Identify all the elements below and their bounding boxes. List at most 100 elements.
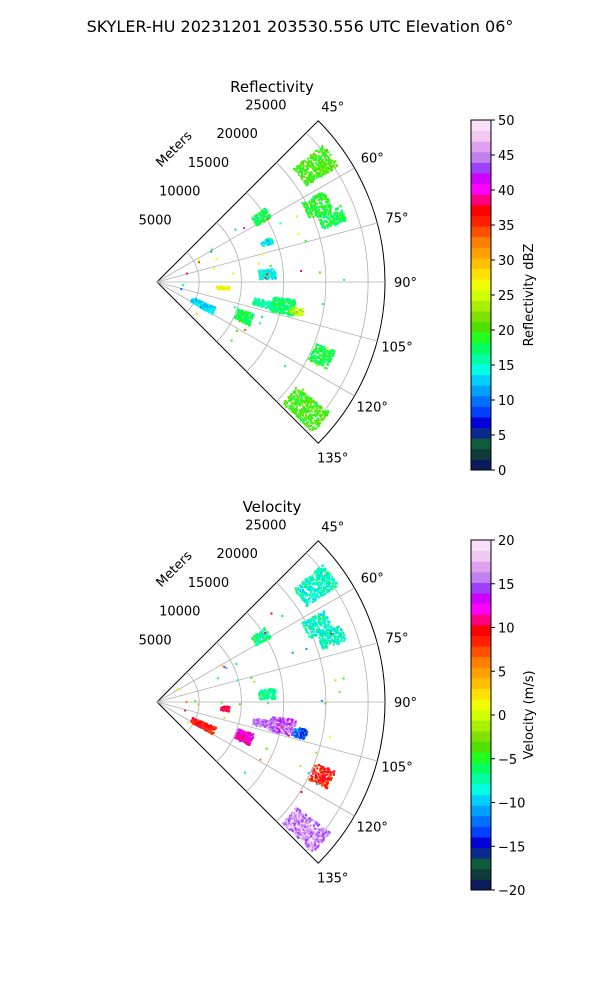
echo-gate (241, 739, 244, 742)
echo-gate (305, 814, 308, 817)
echo-gate (272, 298, 275, 301)
colorbar-label: Velocity (m/s) (522, 670, 537, 759)
echo-gate (272, 307, 275, 310)
colorbar-tick-label: 15 (498, 578, 515, 593)
echo-gate (321, 580, 324, 583)
echo-gate (321, 774, 324, 777)
echo-gate (325, 576, 328, 579)
isolated-gate (280, 725, 283, 728)
echo-gate (302, 410, 305, 413)
echo-gate (328, 581, 331, 584)
echo-gate (208, 309, 211, 312)
echo-gate (313, 846, 316, 849)
echo-gate (299, 417, 302, 420)
echo-gate (314, 427, 317, 430)
echo-gate (322, 590, 325, 593)
echo-gate (310, 586, 313, 589)
echo-gate (271, 694, 274, 697)
echo-gate (272, 310, 275, 313)
echo-gate (319, 582, 322, 585)
echo-gate (301, 413, 304, 416)
echo-gate (267, 688, 270, 691)
isolated-gate (259, 322, 262, 325)
echo-gate (326, 585, 329, 587)
echo-gate (272, 730, 275, 733)
echo-gate (208, 728, 211, 731)
echo-gate (321, 771, 324, 774)
echo-gate (312, 772, 315, 775)
echo-gate (316, 360, 319, 363)
echo-gate (320, 770, 323, 773)
echo-gate (290, 312, 293, 315)
echo-gate (274, 723, 277, 725)
echo-gate (292, 397, 295, 400)
echo-gate (294, 389, 297, 392)
echo-gate (249, 320, 252, 323)
echo-gate (311, 410, 313, 413)
echo-gate (304, 734, 307, 737)
echo-gate (306, 205, 309, 208)
echo-gate (261, 219, 264, 221)
echo-gate (317, 150, 320, 153)
echo-gate (322, 766, 325, 768)
echo-gate (311, 429, 314, 432)
echo-gate (258, 303, 261, 306)
echo-gate (279, 300, 282, 303)
echo-gate (322, 622, 325, 625)
echo-gate (328, 577, 331, 580)
echo-gate (246, 317, 249, 320)
echo-gate (318, 414, 321, 417)
echo-gate (299, 414, 302, 417)
echo-gate (306, 631, 309, 634)
echo-gate (309, 399, 312, 401)
echo-gate (306, 403, 309, 406)
echo-gate (318, 569, 321, 572)
echo-gate (300, 399, 302, 402)
echo-gate (310, 421, 313, 424)
echo-gate (279, 722, 282, 725)
echo-gate (311, 200, 314, 203)
echo-gate (325, 645, 328, 648)
echo-gate (287, 820, 290, 823)
echo-gate (303, 597, 306, 600)
echo-gate (328, 222, 331, 225)
echo-gate (295, 407, 298, 410)
echo-gate (318, 411, 321, 414)
panel-velocity: Velocity500010000150002000025000Meters45… (139, 498, 537, 899)
echo-gate (309, 165, 312, 168)
echo-gate (332, 160, 335, 163)
echo-gate (307, 415, 310, 418)
echo-gate (316, 837, 319, 840)
echo-gate (198, 303, 201, 306)
echo-gate (311, 204, 314, 207)
echo-gate (302, 623, 305, 626)
echo-gate (267, 303, 270, 306)
echo-gate (220, 285, 223, 288)
echo-gate (262, 220, 265, 223)
echo-gate (313, 620, 316, 623)
echo-gate (275, 299, 278, 302)
echo-gate (228, 286, 231, 289)
echo-gate (341, 220, 344, 222)
echo-gate (324, 412, 327, 414)
echo-gate (246, 739, 249, 742)
echo-gate (300, 595, 303, 598)
echo-gate (209, 307, 211, 310)
isolated-gate (217, 677, 220, 680)
echo-gate (317, 360, 320, 363)
echo-gate (328, 164, 331, 167)
echo-gate (321, 212, 324, 214)
echo-gate (311, 776, 314, 778)
echo-gate (320, 632, 323, 635)
echo-gate (297, 815, 300, 817)
echo-gate (302, 175, 305, 178)
colorbar-swatch (471, 635, 491, 647)
echo-gate (200, 301, 203, 304)
echo-gate (337, 635, 340, 638)
echo-gate (321, 581, 324, 584)
isolated-gate (324, 702, 327, 705)
azimuth-tick-label: 120° (357, 820, 388, 835)
echo-gate (308, 211, 311, 214)
echo-gate (236, 736, 239, 739)
echo-gate (258, 638, 261, 641)
